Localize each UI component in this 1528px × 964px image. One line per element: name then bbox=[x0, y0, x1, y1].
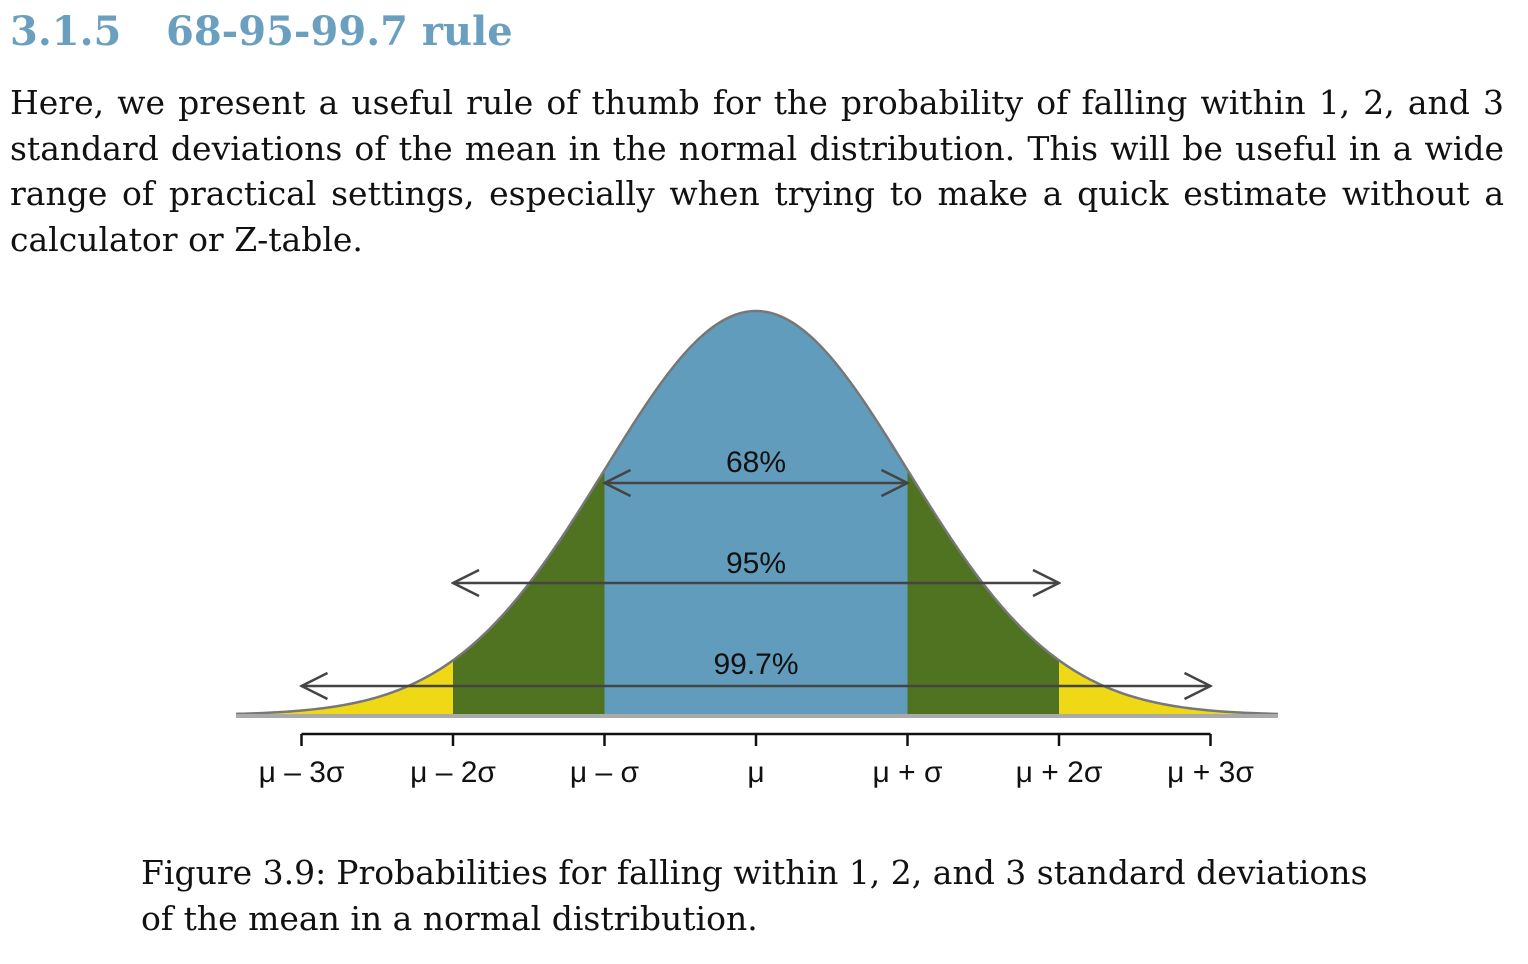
caption-label: Figure 3.9: bbox=[141, 853, 327, 892]
band-68 bbox=[604, 311, 908, 715]
band-label-68: 68% bbox=[726, 446, 786, 479]
x-tick-label: μ bbox=[747, 756, 764, 789]
x-tick-label: μ – 2σ bbox=[410, 756, 496, 789]
x-tick-label: μ – σ bbox=[570, 756, 640, 789]
normal-curve-chart: 68% 95% 99.7% μ – 3σ μ – 2σ μ – σ μ μ + σ μ + 2… bbox=[235, 309, 1279, 789]
band-label-95: 95% bbox=[726, 547, 786, 580]
figure-caption: Figure 3.9: Probabilities for falling wit… bbox=[141, 850, 1391, 942]
caption-text: Probabilities for falling within 1, 2, a… bbox=[141, 853, 1368, 938]
x-tick-label: μ – 3σ bbox=[259, 756, 345, 789]
x-tick-label: μ + σ bbox=[873, 756, 943, 789]
section-number: 3.1.5 bbox=[10, 8, 122, 55]
x-tick-label: μ + 3σ bbox=[1167, 756, 1254, 789]
x-tick-label: μ + 2σ bbox=[1016, 756, 1103, 789]
figure-normal-distribution: 68% 95% 99.7% μ – 3σ μ – 2σ μ – σ μ μ + σ μ + 2… bbox=[0, 290, 1528, 810]
intro-paragraph: Here, we present a useful rule of thumb … bbox=[10, 83, 1504, 259]
band-label-99-7: 99.7% bbox=[713, 648, 798, 681]
section-heading: 3.1.5 68-95-99.7 rule bbox=[10, 6, 513, 58]
section-title: 68-95-99.7 rule bbox=[166, 8, 513, 55]
